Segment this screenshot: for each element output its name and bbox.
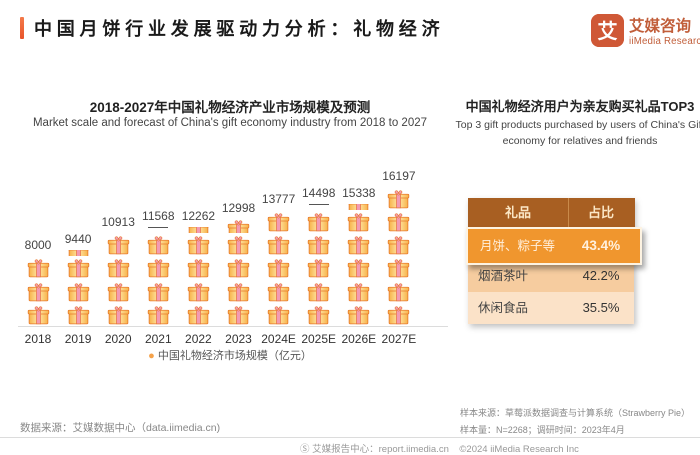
svg-text:艾: 艾 [598,20,618,43]
